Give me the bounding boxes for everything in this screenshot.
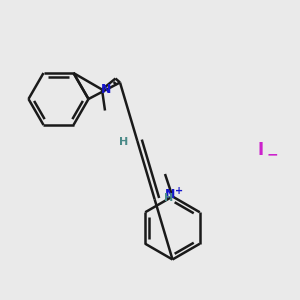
- Text: H: H: [164, 194, 173, 203]
- Text: H: H: [119, 137, 128, 147]
- Text: +: +: [175, 186, 183, 196]
- Text: N: N: [165, 188, 175, 202]
- Text: I: I: [258, 141, 264, 159]
- Text: −: −: [267, 148, 278, 161]
- Text: N: N: [100, 83, 111, 96]
